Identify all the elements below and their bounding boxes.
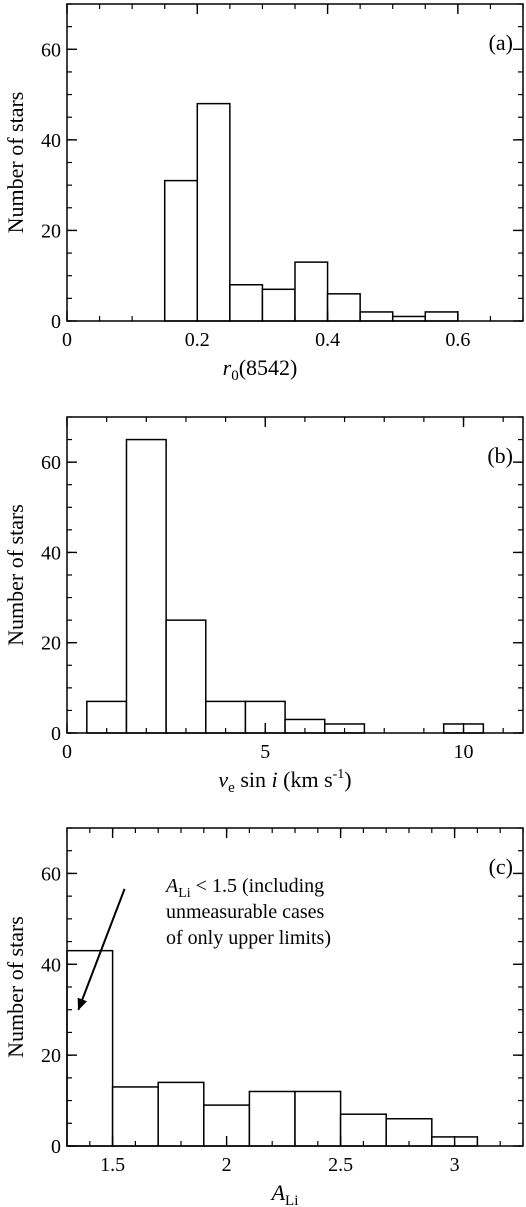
panel-c-xlabel-sub: Li [285, 1193, 298, 1207]
panel-b-xlabel-i: i [272, 767, 278, 792]
panel-c-ytick-label: 60 [41, 863, 61, 885]
panel-b-xlabel: ve sin i (km s-1) [218, 767, 351, 796]
panel-b-bar-2 [165, 619, 207, 734]
panel-a-xlabel-sub: 0 [231, 368, 239, 384]
annotation-li: Li [178, 886, 191, 901]
panel-c-ytick-label: 40 [41, 954, 61, 976]
panel-b-xlabel-units: (km s [278, 767, 333, 792]
panel-c-xtick-label: 3 [450, 1154, 460, 1176]
panel-b-bar-3 [205, 700, 247, 734]
panel-c-ytick-label: 20 [41, 1045, 61, 1067]
panel-c-annotation: ALi < 1.5 (including unmeasurable cases … [77, 875, 331, 1011]
panel-c-label: (c) [489, 854, 513, 879]
panel-c-frame [66, 827, 524, 1147]
panel-b-ytick-label: 0 [51, 723, 61, 745]
panel-c-xtick-label: 2.5 [328, 1154, 353, 1176]
panel-b-ticks: 0 5 10 0 20 40 60 [41, 416, 523, 763]
panel-b-xtick-label: 5 [260, 741, 270, 763]
panel-b-frame [66, 416, 524, 734]
panel-a-frame [66, 3, 524, 322]
annotation-line-2: unmeasurable cases [166, 901, 324, 923]
panel-b-xlabel-vsub: e [228, 780, 235, 796]
panel-a-ytick-label: 20 [41, 220, 61, 242]
panel-c: 1.5 2 2.5 3 0 20 40 60 (c) Number of stars ALi … [3, 827, 524, 1207]
panel-a-bar-6 [359, 311, 394, 322]
panel-a-xtick-label: 0.2 [185, 329, 210, 351]
panel-c-bar-5 [294, 1090, 342, 1147]
panel-a-ytick-label: 60 [41, 39, 61, 61]
panel-a-bar-2 [229, 284, 264, 322]
panel-a-bar-1 [196, 102, 231, 322]
annotation-line-3: of only upper limits) [166, 927, 331, 949]
panel-c-xtick-label: 2 [222, 1154, 232, 1176]
panel-b-xlabel-exp: -1 [333, 767, 345, 782]
panel-b-ylabel: Number of stars [3, 504, 28, 646]
panel-a-bar-4 [294, 261, 329, 322]
panel-c-bar-6 [339, 1113, 387, 1147]
panel-a-bar-8 [424, 311, 459, 322]
panel-c-ylabel: Number of stars [3, 916, 28, 1058]
annotation-a: A [164, 875, 179, 897]
panel-b-ytick-label: 60 [41, 452, 61, 474]
annotation-line-1-rest: < 1.5 (including [191, 875, 325, 897]
panel-a-xlabel-main: r [223, 355, 232, 380]
panel-c-xtick-label: 1.5 [100, 1154, 125, 1176]
panel-b-xlabel-v: v [218, 767, 228, 792]
panel-a-bar-3 [261, 288, 296, 322]
panel-a-ylabel: Number of stars [3, 92, 28, 234]
panel-c-bars [66, 949, 479, 1147]
panel-b: 0 5 10 0 20 40 60 (b) Number of stars ve sin i… [3, 416, 524, 796]
panel-a-xtick-label: 0.4 [315, 329, 340, 351]
panel-b-bars [86, 438, 485, 734]
panel-a-xtick-label: 0.6 [445, 329, 470, 351]
panel-b-label: (b) [487, 443, 513, 468]
panel-b-bar-1 [125, 438, 167, 734]
panel-c-bar-4 [248, 1090, 296, 1147]
annotation-line-1: ALi < 1.5 (including [164, 875, 324, 901]
panel-b-xlabel-close: ) [344, 767, 351, 792]
panel-c-ticks: 1.5 2 2.5 3 0 20 40 60 [41, 827, 524, 1176]
panel-a-ytick-label: 40 [41, 130, 61, 152]
panel-b-xtick-label: 10 [454, 741, 474, 763]
panel-a-bars [163, 102, 459, 322]
panel-b-xlabel-sin: sin [235, 767, 272, 792]
panel-a-xlabel: r0(8542) [223, 355, 298, 384]
panel-c-bar-1 [111, 1086, 159, 1147]
panel-a-bar-5 [326, 293, 361, 322]
panel-a-ytick-label: 0 [51, 311, 61, 333]
panel-c-xlabel: ALi [270, 1180, 299, 1207]
panel-c-bar-2 [157, 1081, 205, 1147]
panel-c-xlabel-main: A [270, 1180, 286, 1205]
panel-b-ytick-label: 40 [41, 542, 61, 564]
panel-a-bar-0 [163, 179, 199, 322]
panel-a-label: (a) [489, 30, 513, 55]
panel-a-xlabel-rest: (8542) [239, 355, 298, 380]
panel-a-ticks: 0 0.2 0.4 0.6 0 20 40 60 [41, 3, 524, 351]
panel-b-xtick-label: 0 [62, 741, 72, 763]
panel-b-ytick-label: 20 [41, 633, 61, 655]
annotation-arrow [77, 888, 126, 1011]
panel-c-ytick-label: 0 [51, 1136, 61, 1158]
panel-a-xtick-label: 0 [62, 329, 72, 351]
